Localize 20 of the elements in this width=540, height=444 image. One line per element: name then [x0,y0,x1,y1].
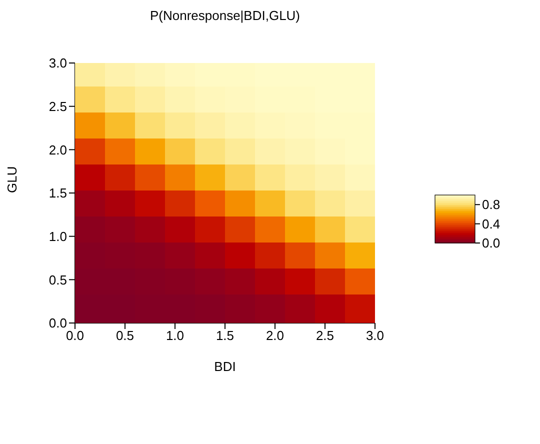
y-tick-label: 2.5 [48,98,67,114]
color-bar-label: 0.4 [482,216,500,232]
x-tick-label: 1.0 [166,328,184,344]
y-tick-label: 0.5 [48,272,67,288]
x-tick-label: 2.0 [266,328,284,344]
y-tick-label: 3.0 [48,56,67,71]
x-tick-label: 3.0 [366,328,384,344]
x-axis-title: BDI [214,359,236,374]
x-tick-label: 2.5 [316,328,334,344]
y-axis-title: GLU [4,166,20,193]
x-tick-label: 0.0 [66,328,84,344]
x-tick-label: 0.5 [116,328,134,344]
x-tick-label: 1.5 [216,328,234,344]
y-tick-label: 1.0 [48,228,67,244]
color-bar-label: 0.8 [482,197,500,212]
y-tick-label: 0.0 [48,316,67,331]
chart-title: P(Nonresponse|BDI,GLU) [150,8,300,23]
y-tick-label: 2.0 [48,142,67,158]
color-bar-label: 0.0 [482,236,500,250]
y-tick-label: 1.5 [48,186,67,201]
